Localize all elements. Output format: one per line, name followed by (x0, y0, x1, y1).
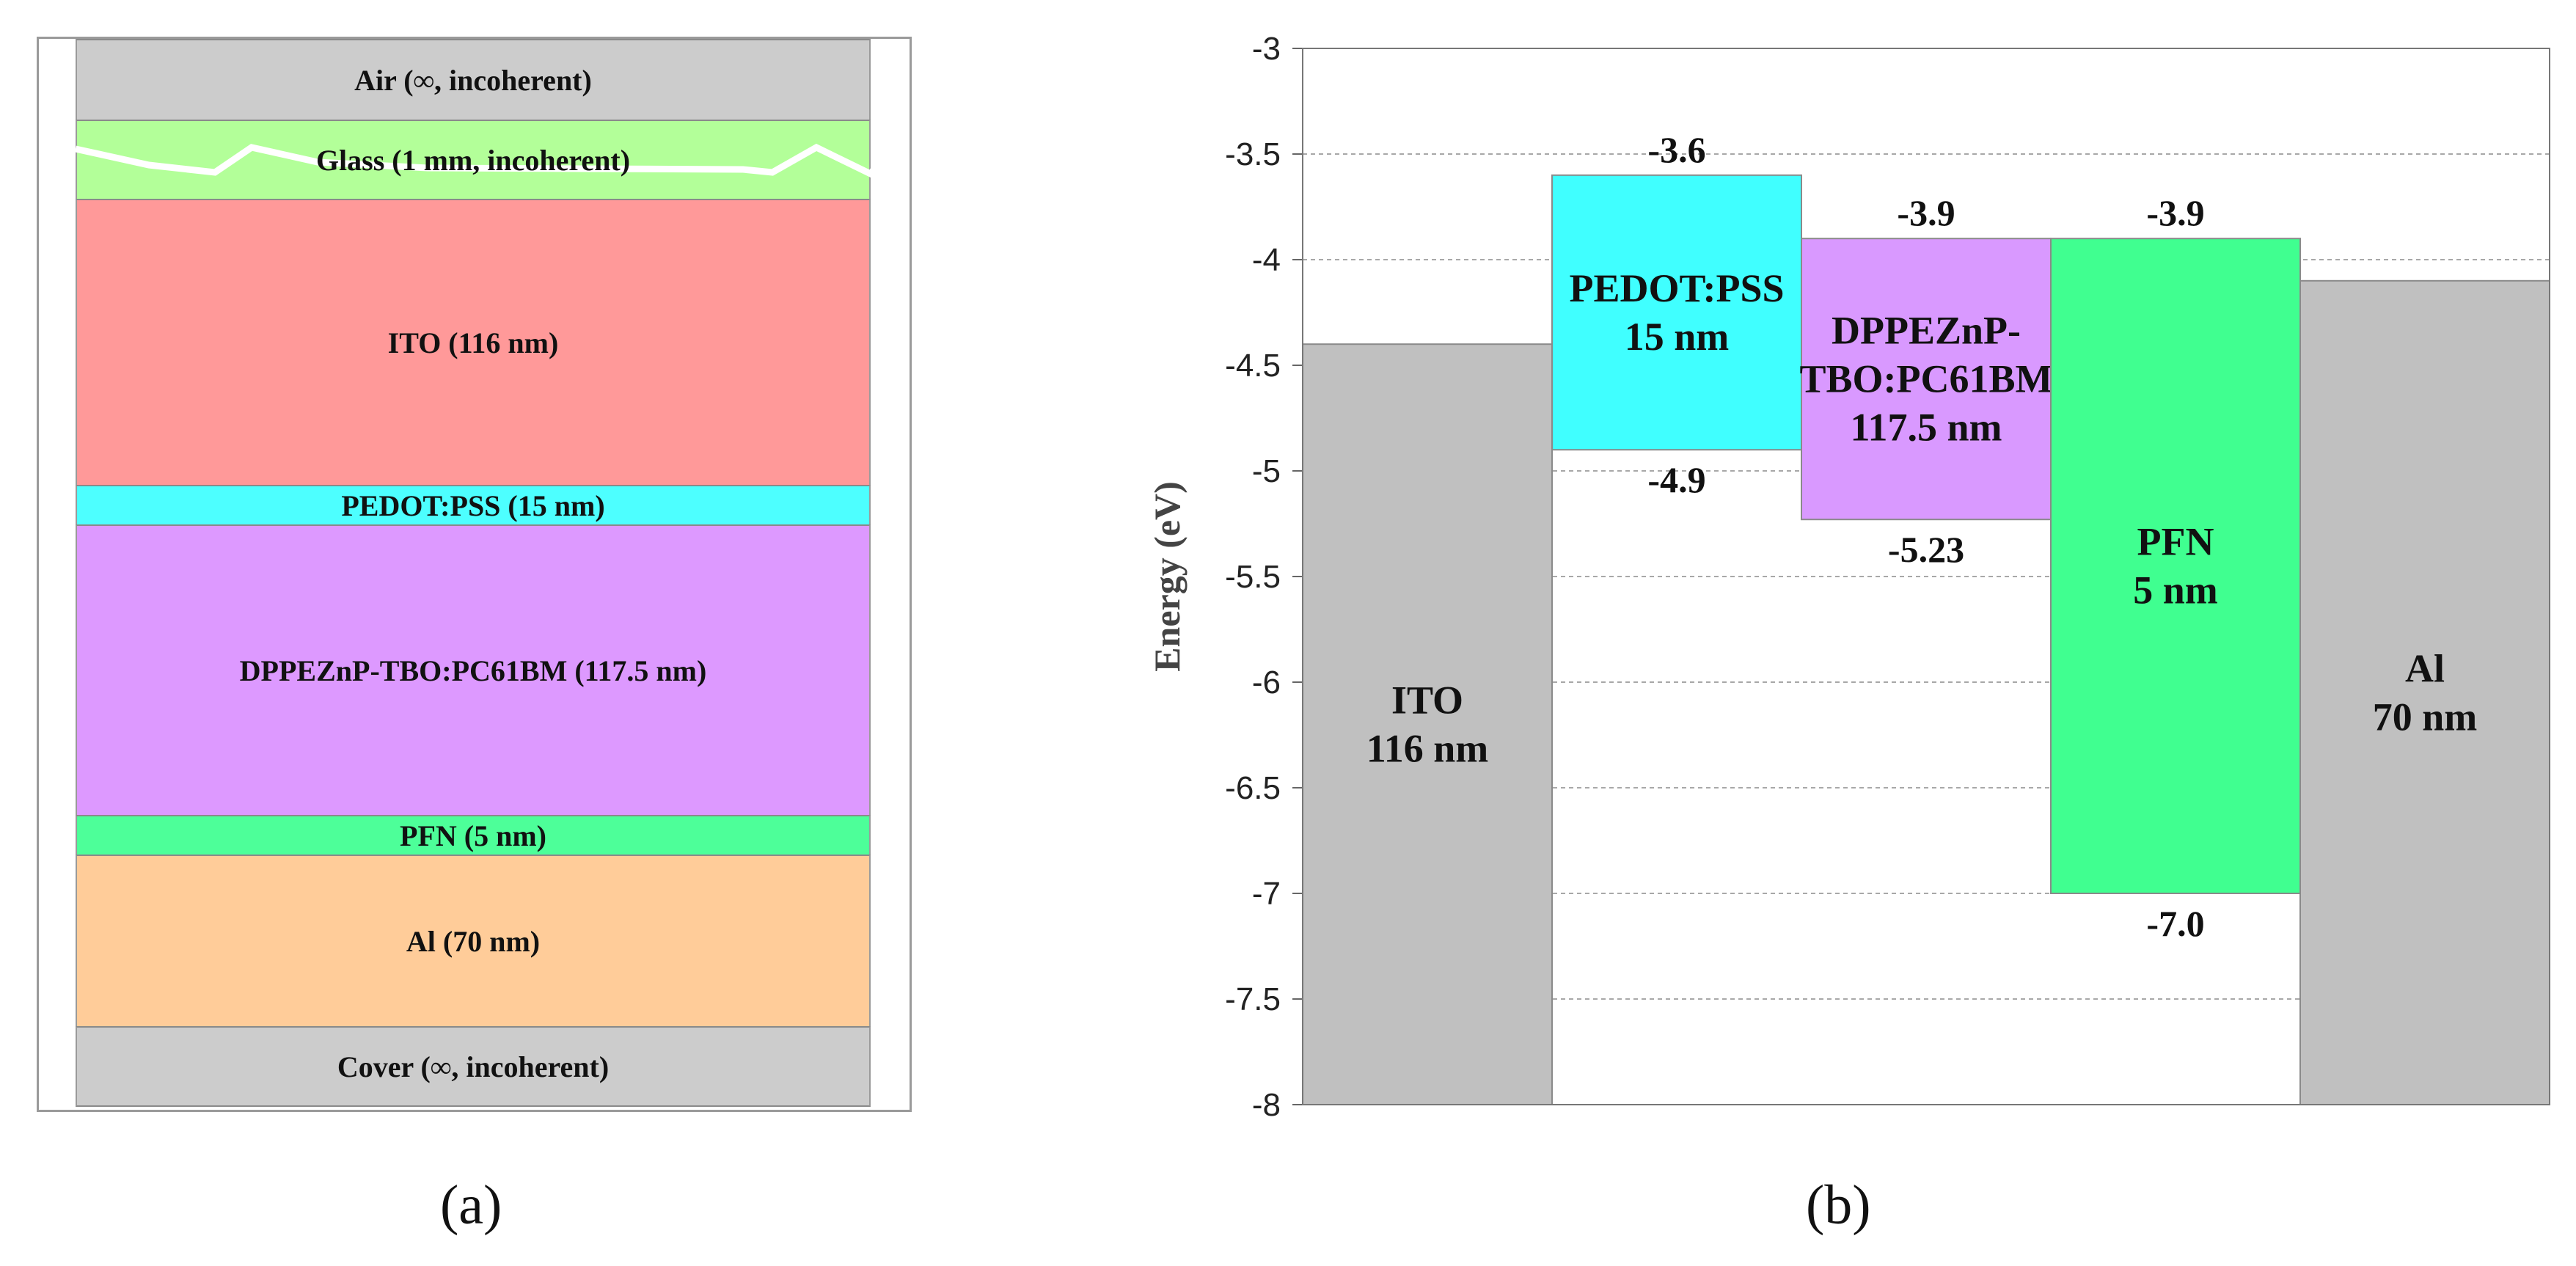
energy-bar-label: 70 nm (2373, 695, 2478, 739)
energy-bar-label: 15 nm (1625, 315, 1730, 359)
glass-break-line (75, 143, 893, 178)
layer-active-label: DPPEZnP-TBO:PC61BM (117.5 nm) (239, 654, 707, 687)
energy-bar-label: PFN (2137, 520, 2214, 564)
top-energy-label: -3.6 (1647, 129, 1705, 170)
layer-ito-label: ITO (116 nm) (387, 326, 559, 359)
y-tick-label: -6.5 (1225, 770, 1281, 806)
caption-b: (b) (1806, 1174, 1871, 1236)
layer-pedot-pss: PEDOT:PSS (15 nm) (76, 485, 871, 526)
layer-air-label: Air (∞, incoherent) (354, 63, 592, 97)
top-energy-label: -3.9 (1897, 192, 1955, 233)
energy-bar-label: Al (2405, 646, 2445, 690)
energy-bar-1 (1302, 343, 1553, 1106)
top-energy-label: -3.9 (2146, 192, 2204, 233)
y-tick-label: -6 (1252, 665, 1281, 700)
energy-bar-label: 117.5 nm (1850, 406, 2002, 450)
energy-bar-label: ITO (1391, 678, 1463, 722)
y-tick-label: -7.5 (1225, 981, 1281, 1017)
layer-pedot-pss-label: PEDOT:PSS (15 nm) (341, 489, 605, 522)
bottom-energy-label: -4.9 (1647, 459, 1705, 500)
energy-bar-label: 5 nm (2133, 568, 2218, 612)
energy-bar-label: 116 nm (1366, 727, 1489, 771)
energy-level-svg: -3 -3.5 -4 -4.5 -5 -5.5 -6 -6.5 -7 -7.5 -8 ITO 116 n… (1146, 31, 2550, 1123)
y-tick-label: -5.5 (1225, 559, 1281, 595)
energy-bar-label: DPPEZnP- (1832, 309, 2021, 353)
bottom-energy-label: -7.0 (2146, 903, 2204, 944)
layer-ito: ITO (116 nm) (76, 199, 871, 486)
y-axis-title: Energy (eV) (1146, 481, 1188, 672)
y-tick-label: -3 (1252, 31, 1281, 67)
energy-bar-label: TBO:PC61BM (1800, 357, 2053, 401)
y-tick-label: -7 (1252, 876, 1281, 912)
layer-air: Air (∞, incoherent) (76, 39, 871, 121)
layer-al: Al (70 nm) (76, 855, 871, 1028)
energy-bar-4 (2050, 238, 2301, 894)
energy-bar-label: PEDOT:PSS (1569, 266, 1784, 310)
plot-frame (1302, 48, 2550, 1105)
energy-level-chart: -3 -3.5 -4 -4.5 -5 -5.5 -6 -6.5 -7 -7.5 -8 ITO 116 n… (1130, 22, 2576, 1137)
y-tick-label: -5 (1252, 453, 1281, 489)
y-tick-label: -8 (1252, 1087, 1281, 1123)
layer-cover: Cover (∞, incoherent) (76, 1026, 871, 1107)
layer-glass-label: Glass (1 mm, incoherent) (315, 143, 631, 177)
y-tick-label: -3.5 (1225, 136, 1281, 172)
layer-stack-panel: Air (∞, incoherent) Glass (1 mm, incoher… (37, 37, 912, 1112)
layer-active: DPPEZnP-TBO:PC61BM (117.5 nm) (76, 524, 871, 816)
layer-al-label: Al (70 nm) (406, 924, 541, 958)
energy-bar-5 (2299, 279, 2550, 1105)
bottom-energy-label: -5.23 (1888, 529, 1964, 570)
layer-pfn-label: PFN (5 nm) (400, 819, 546, 852)
energy-bar-2 (1551, 174, 1802, 451)
y-tick-label: -4 (1252, 242, 1281, 278)
energy-bar-3 (1801, 238, 2052, 521)
layer-pfn: PFN (5 nm) (76, 815, 871, 856)
caption-a: (a) (440, 1174, 502, 1236)
layer-cover-label: Cover (∞, incoherent) (337, 1050, 610, 1083)
y-tick-label: -4.5 (1225, 348, 1281, 384)
